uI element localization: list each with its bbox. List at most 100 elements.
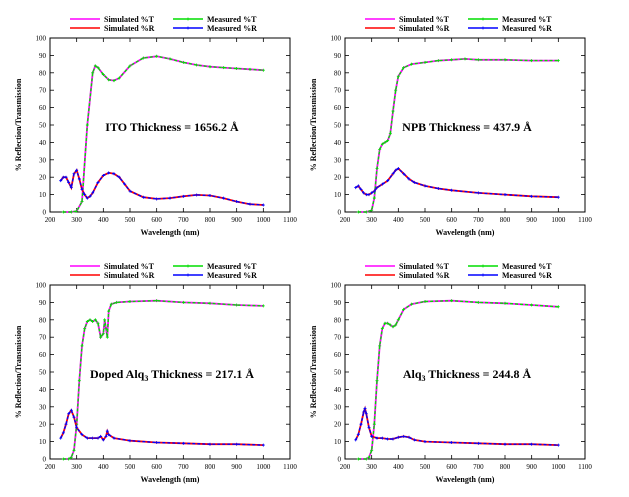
data-point-measured-t: [235, 303, 239, 307]
data-point-measured-t: [364, 210, 368, 214]
data-point-measured-r: [503, 442, 507, 446]
data-point-measured-t: [380, 142, 384, 146]
x-axis-label: Wavelength (nm): [141, 228, 200, 237]
data-point-measured-t: [380, 327, 384, 330]
data-point-measured-t: [128, 64, 132, 68]
data-point-measured-t: [91, 71, 95, 75]
data-point-measured-r: [59, 436, 63, 440]
data-point-measured-r: [556, 443, 560, 447]
data-point-measured-r: [61, 175, 65, 179]
data-point-measured-r: [364, 193, 368, 197]
data-point-measured-t: [208, 65, 212, 69]
x-tick-label: 1000: [551, 216, 566, 224]
data-point-measured-r: [423, 184, 427, 188]
data-point-measured-r: [75, 426, 79, 430]
y-tick-label: 30: [334, 403, 342, 411]
legend-marker: [186, 273, 190, 277]
data-point-measured-r: [380, 182, 384, 186]
data-point-measured-t: [155, 299, 159, 303]
x-axis-label: Wavelength (nm): [436, 475, 495, 484]
data-point-measured-r: [67, 180, 71, 184]
data-point-measured-t: [117, 76, 121, 80]
data-point-measured-t: [391, 109, 395, 113]
legend: Simulated %T Measured %T Simulated %R Measu…: [70, 262, 257, 280]
data-point-measured-r: [75, 168, 79, 172]
data-point-measured-t: [99, 335, 103, 339]
data-point-measured-t: [67, 457, 71, 461]
chart-panel-2: 200 300 400 500 600 700 800 900 1000 1100 0 10 20 30 4…: [309, 15, 592, 237]
data-point-measured-r: [195, 193, 199, 197]
data-point-measured-r: [181, 194, 185, 198]
data-point-measured-r: [72, 172, 76, 176]
data-point-measured-r: [396, 167, 400, 170]
y-tick-label: 80: [334, 316, 342, 324]
data-point-measured-r: [450, 188, 454, 192]
legend-label: Simulated %R: [399, 271, 450, 280]
legend-label: Measured %T: [502, 15, 552, 24]
chart-panel-3: 200 300 400 500 600 700 800 900 1000 1100 0 10 20 30 4…: [14, 262, 297, 484]
data-point-measured-r: [367, 426, 371, 430]
data-point-measured-t: [61, 210, 65, 214]
data-point-measured-t: [378, 344, 382, 348]
data-point-measured-t: [101, 332, 105, 336]
x-axis-label: Wavelength (nm): [141, 475, 200, 484]
data-point-measured-t: [61, 457, 65, 461]
data-point-measured-r: [394, 168, 398, 172]
data-point-measured-r: [354, 186, 358, 190]
data-point-measured-r: [402, 172, 406, 176]
data-point-measured-t: [364, 457, 368, 461]
thickness-annotation: NPB Thickness = 437.9 Å: [402, 120, 532, 134]
y-tick-label: 60: [39, 351, 47, 359]
y-tick-label: 20: [334, 421, 342, 429]
y-tick-label: 90: [39, 299, 47, 307]
data-point-measured-r: [391, 437, 395, 441]
y-tick-label: 20: [39, 174, 47, 182]
data-point-measured-r: [261, 443, 265, 447]
data-point-measured-r: [221, 196, 225, 200]
data-point-measured-r: [91, 436, 95, 440]
y-tick-label: 0: [43, 209, 47, 217]
series-line-measured-r: [60, 408, 264, 446]
data-point-measured-r: [396, 435, 400, 439]
data-point-measured-r: [181, 441, 185, 445]
y-axis-label: % Reflection/Transmission: [309, 325, 318, 418]
data-point-measured-t: [115, 300, 119, 304]
y-tick-label: 70: [39, 87, 47, 95]
data-point-measured-t: [69, 455, 73, 459]
data-point-measured-t: [155, 54, 159, 58]
data-point-measured-t: [370, 208, 374, 212]
data-point-measured-t: [248, 67, 252, 71]
data-point-measured-t: [383, 321, 387, 325]
series-line-measured-r: [60, 168, 264, 206]
data-point-measured-t: [181, 60, 185, 64]
data-point-measured-t: [402, 66, 406, 70]
x-tick-label: 800: [500, 463, 511, 471]
y-axis-label: % Reflection/Transmission: [14, 78, 23, 171]
data-point-measured-t: [530, 303, 534, 307]
data-point-measured-t: [80, 344, 84, 348]
data-point-measured-r: [99, 434, 103, 438]
data-point-measured-t: [375, 167, 379, 170]
y-tick-label: 10: [39, 438, 47, 446]
data-point-measured-t: [378, 147, 382, 151]
data-point-measured-t: [91, 320, 95, 324]
data-point-measured-t: [195, 63, 199, 67]
data-point-measured-r: [375, 186, 379, 190]
y-tick-label: 70: [39, 334, 47, 342]
x-tick-label: 900: [231, 463, 242, 471]
data-point-measured-r: [112, 172, 116, 176]
data-point-measured-t: [83, 327, 87, 330]
data-point-measured-r: [407, 435, 411, 439]
data-point-measured-r: [208, 442, 212, 446]
data-point-measured-r: [386, 179, 390, 183]
x-tick-label: 700: [473, 216, 484, 224]
y-tick-label: 80: [39, 316, 47, 324]
data-point-measured-r: [128, 439, 132, 443]
data-point-measured-t: [410, 62, 414, 66]
chart-panel-1: 200 300 400 500 600 700 800 900 1000 1100 0 10 20 30 4…: [14, 15, 297, 237]
y-tick-label: 50: [334, 369, 342, 377]
legend-label: Measured %T: [207, 15, 257, 24]
y-tick-label: 0: [43, 456, 47, 464]
data-point-measured-r: [356, 184, 360, 188]
data-point-measured-t: [168, 57, 172, 61]
